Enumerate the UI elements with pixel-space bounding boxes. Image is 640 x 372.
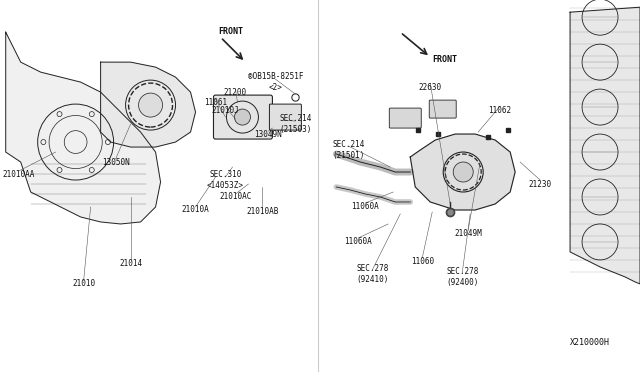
Polygon shape (410, 134, 515, 210)
Text: 21010A: 21010A (182, 205, 209, 215)
Text: 21014: 21014 (119, 259, 142, 269)
Text: ®OB15B-8251F
<2>: ®OB15B-8251F <2> (248, 73, 303, 92)
Text: 21010J: 21010J (212, 106, 239, 115)
Text: X210000H: X210000H (570, 338, 610, 347)
Text: SEC.278
(92400): SEC.278 (92400) (446, 267, 478, 286)
Text: 11061: 11061 (204, 97, 227, 107)
Polygon shape (6, 32, 161, 224)
Text: 13050N: 13050N (102, 157, 129, 167)
Text: 21230: 21230 (529, 180, 552, 189)
Text: FRONT: FRONT (432, 55, 457, 64)
Text: 21010AB: 21010AB (246, 208, 278, 217)
FancyBboxPatch shape (269, 104, 301, 130)
Circle shape (234, 109, 250, 125)
Text: 21010: 21010 (72, 279, 95, 288)
Text: 22630: 22630 (419, 83, 442, 92)
Text: 11062: 11062 (488, 106, 512, 115)
Circle shape (139, 93, 163, 117)
Text: 11060A: 11060A (344, 237, 372, 246)
Text: SEC.214
(21503): SEC.214 (21503) (279, 114, 312, 134)
Text: 11060A: 11060A (351, 202, 379, 211)
Text: SEC.278
(92410): SEC.278 (92410) (356, 264, 388, 283)
Text: 21010AA: 21010AA (3, 170, 35, 179)
Text: SEC.310
<14053Z>: SEC.310 <14053Z> (207, 170, 244, 190)
Text: FRONT: FRONT (218, 27, 243, 36)
Text: 21049M: 21049M (454, 230, 482, 238)
Polygon shape (100, 62, 195, 147)
Text: SEC.214
(21501): SEC.214 (21501) (332, 140, 365, 160)
Text: 13049N: 13049N (255, 129, 282, 138)
FancyBboxPatch shape (214, 95, 273, 139)
Text: 21010AC: 21010AC (220, 192, 252, 202)
Polygon shape (570, 7, 640, 284)
Text: 11060: 11060 (411, 257, 434, 266)
Text: 21200: 21200 (224, 88, 247, 97)
Circle shape (453, 162, 473, 182)
FancyBboxPatch shape (389, 108, 421, 128)
FancyBboxPatch shape (429, 100, 456, 118)
